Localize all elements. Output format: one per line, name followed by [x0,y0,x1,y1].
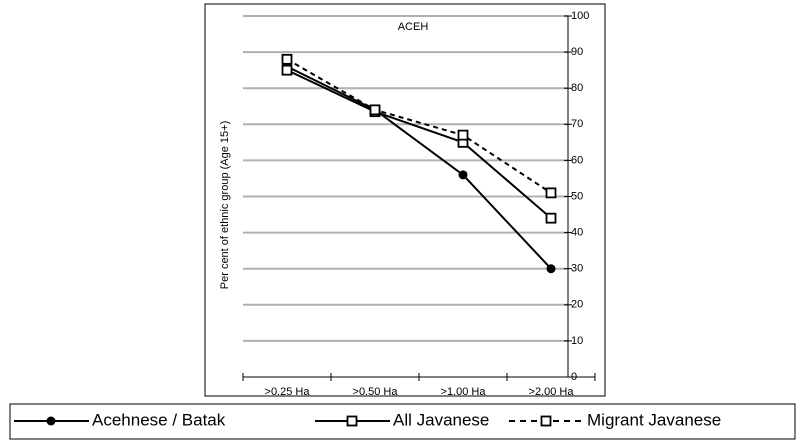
data-point [369,104,381,116]
chart-title: ACEH [398,21,429,33]
y-tick-label: 90 [571,46,583,58]
y-tick-label: 40 [571,227,583,239]
data-point [545,212,557,224]
data-point [546,264,556,274]
legend-label: All Javanese [393,410,489,429]
y-tick-label: 50 [571,190,583,202]
series-line [286,58,552,194]
x-tick-label: >0.50 Ha [353,386,399,398]
chart-frame [204,3,606,397]
y-tick-label: 100 [571,10,589,22]
data-point [545,187,557,199]
legend-label: Acehnese / Batak [92,410,226,429]
y-tick-label: 30 [571,263,583,275]
legend-marker [540,415,552,427]
y-tick-label: 60 [571,154,583,166]
legend-frame [9,403,796,440]
y-tick-label: 70 [571,118,583,130]
y-axis-label: Per cent of ethnic group (Age 15+) [219,121,231,289]
legend-marker [46,416,56,426]
series-line [286,69,552,219]
y-tick-label: 80 [571,82,583,94]
y-tick-label: 10 [571,335,583,347]
data-point [281,53,293,65]
x-tick-label: >0.25 Ha [265,386,311,398]
legend-marker [346,415,358,427]
legend-label: Migrant Javanese [587,410,721,429]
y-tick-label: 20 [571,299,583,311]
data-point [457,129,469,141]
series-line [286,65,552,270]
data-point [281,64,293,76]
data-point [458,170,468,180]
x-tick-label: >2.00 Ha [529,386,575,398]
x-tick-label: >1.00 Ha [441,386,487,398]
